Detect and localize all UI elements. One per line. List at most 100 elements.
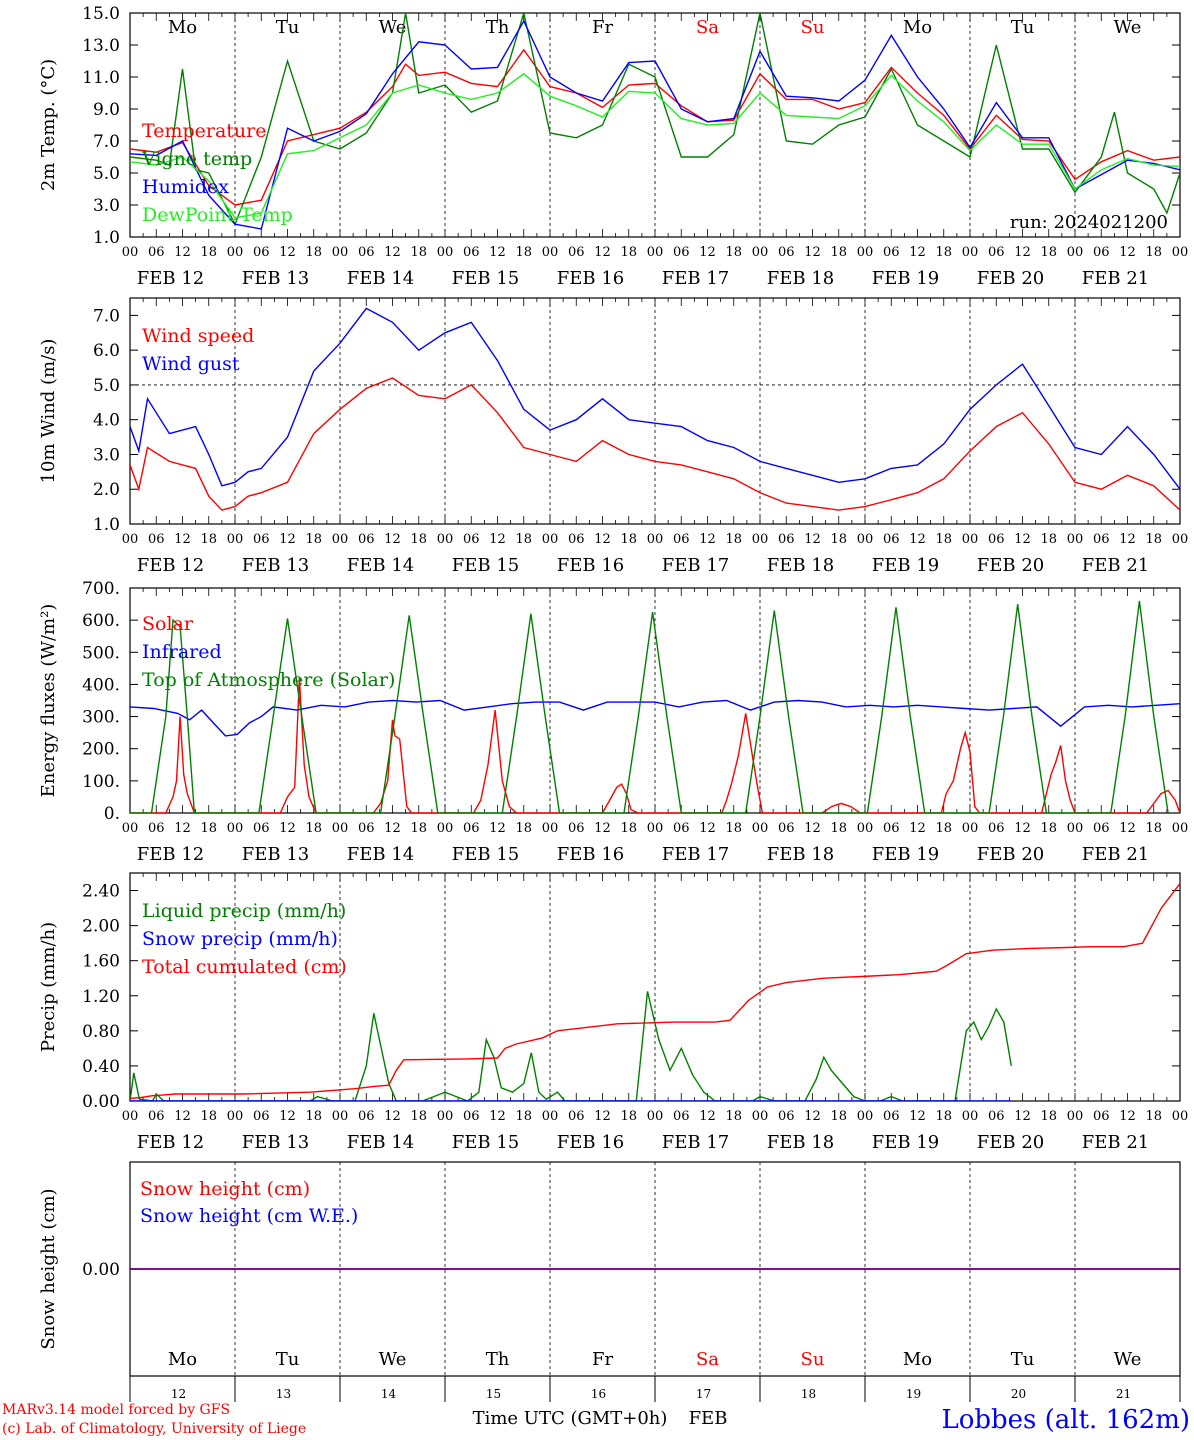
x-hour-label: 12 xyxy=(1014,1109,1031,1124)
x-day-label: FEB 12 xyxy=(137,555,204,576)
x-hour-label: 12 xyxy=(804,245,821,260)
x-hour-label: 18 xyxy=(1040,1109,1057,1124)
x-hour-label: 00 xyxy=(122,1109,139,1124)
weekday-label: Mo xyxy=(903,1349,932,1370)
x-hour-label: 00 xyxy=(227,821,244,836)
x-hour-label: 12 xyxy=(384,245,401,260)
series-line-solar xyxy=(130,677,1180,813)
x-hour-label: 00 xyxy=(542,245,559,260)
x-day-label: FEB 14 xyxy=(347,1132,414,1153)
y-axis-label: Energy fluxes (W/m²) xyxy=(38,604,59,798)
x-hour-label: 12 xyxy=(174,821,191,836)
x-day-label: FEB 19 xyxy=(872,268,939,289)
x-hour-label: 18 xyxy=(830,1109,847,1124)
x-hour-label: 12 xyxy=(174,532,191,547)
x-hour-label: 06 xyxy=(463,1109,480,1124)
x-hour-label: 12 xyxy=(384,821,401,836)
y-tick-label: 3.0 xyxy=(93,445,120,465)
x-hour-label: 12 xyxy=(594,1109,611,1124)
y-tick-label: 1.20 xyxy=(82,987,120,1007)
x-hour-label: 00 xyxy=(1172,821,1189,836)
x-day-label: FEB 12 xyxy=(137,844,204,865)
x-hour-label: 06 xyxy=(358,1109,375,1124)
x-hour-label: 00 xyxy=(332,245,349,260)
x-hour-label: 12 xyxy=(1119,245,1136,260)
x-hour-label: 18 xyxy=(1040,821,1057,836)
x-hour-label: 06 xyxy=(883,1109,900,1124)
x-hour-label: 00 xyxy=(857,821,874,836)
x-hour-label: 00 xyxy=(1067,532,1084,547)
legend-entry: Snow precip (mm/h) xyxy=(142,928,338,950)
x-hour-label: 00 xyxy=(542,1109,559,1124)
day-number-label: 14 xyxy=(381,1387,397,1401)
weekday-label: We xyxy=(379,1349,407,1370)
x-hour-label: 00 xyxy=(752,821,769,836)
weekday-label: Sa xyxy=(696,1349,719,1370)
day-number-label: 21 xyxy=(1116,1387,1131,1401)
legend-entry: Total cumulated (cm) xyxy=(142,956,347,978)
x-hour-label: 12 xyxy=(804,821,821,836)
x-hour-label: 12 xyxy=(1014,245,1031,260)
y-tick-label: 1.0 xyxy=(93,228,120,248)
x-hour-label: 06 xyxy=(148,532,165,547)
weekday-label: We xyxy=(1114,1349,1142,1370)
x-hour-label: 00 xyxy=(752,532,769,547)
x-hour-label: 00 xyxy=(332,1109,349,1124)
x-day-label: FEB 18 xyxy=(767,1132,834,1153)
legend-entry: Infrared xyxy=(142,641,222,663)
x-hour-label: 12 xyxy=(804,532,821,547)
x-hour-label: 18 xyxy=(200,532,217,547)
x-hour-label: 18 xyxy=(410,1109,427,1124)
x-hour-label: 18 xyxy=(935,532,952,547)
x-hour-label: 12 xyxy=(1014,821,1031,836)
x-hour-label: 06 xyxy=(463,532,480,547)
x-hour-label: 18 xyxy=(305,1109,322,1124)
day-number-label: 17 xyxy=(696,1387,711,1401)
series-line-humidex xyxy=(130,19,1180,230)
weekday-label: Sa xyxy=(696,17,719,38)
y-tick-label: 6.0 xyxy=(93,341,120,361)
x-hour-label: 00 xyxy=(962,245,979,260)
weekday-label: Th xyxy=(486,1349,510,1370)
x-hour-label: 06 xyxy=(883,821,900,836)
y-tick-label: 5.0 xyxy=(93,376,120,396)
x-hour-label: 12 xyxy=(1119,821,1136,836)
x-hour-label: 06 xyxy=(673,245,690,260)
weekday-label: Tu xyxy=(276,17,300,38)
x-hour-label: 12 xyxy=(594,821,611,836)
weekday-label: We xyxy=(1114,17,1142,38)
x-hour-label: 12 xyxy=(909,532,926,547)
x-hour-label: 12 xyxy=(1014,532,1031,547)
x-hour-label: 06 xyxy=(358,821,375,836)
legend-entry: Solar xyxy=(142,613,194,635)
y-tick-label: 600. xyxy=(82,611,120,631)
x-hour-label: 18 xyxy=(725,1109,742,1124)
y-tick-label: 100. xyxy=(82,772,120,792)
x-day-label: FEB 16 xyxy=(557,268,624,289)
x-hour-label: 12 xyxy=(1119,1109,1136,1124)
panel-4: 0.00 0.40 0.80 1.20 1.60 2.00 2.40 Precip (mm/h… xyxy=(38,872,1188,1153)
y-tick-label: 700. xyxy=(82,579,120,599)
x-hour-label: 12 xyxy=(909,1109,926,1124)
x-hour-label: 18 xyxy=(725,532,742,547)
x-hour-label: 18 xyxy=(830,532,847,547)
x-day-label: FEB 12 xyxy=(137,268,204,289)
legend-entry: Humidex xyxy=(142,176,229,198)
x-hour-label: 00 xyxy=(647,821,664,836)
y-tick-label: 400. xyxy=(82,675,120,695)
y-tick-label: 4.0 xyxy=(93,411,120,431)
x-day-label: FEB 14 xyxy=(347,268,414,289)
x-hour-label: 12 xyxy=(174,1109,191,1124)
x-hour-label: 12 xyxy=(699,821,716,836)
weekday-label: Mo xyxy=(903,17,932,38)
x-hour-label: 18 xyxy=(410,532,427,547)
x-hour-label: 12 xyxy=(384,1109,401,1124)
x-day-label: FEB 20 xyxy=(977,268,1044,289)
series-line-wind-gust xyxy=(130,307,1180,491)
x-hour-label: 00 xyxy=(857,245,874,260)
x-hour-label: 18 xyxy=(305,532,322,547)
x-day-label: FEB 20 xyxy=(977,555,1044,576)
day-number-label: 15 xyxy=(486,1387,501,1401)
x-hour-label: 00 xyxy=(1067,1109,1084,1124)
x-hour-label: 18 xyxy=(725,245,742,260)
